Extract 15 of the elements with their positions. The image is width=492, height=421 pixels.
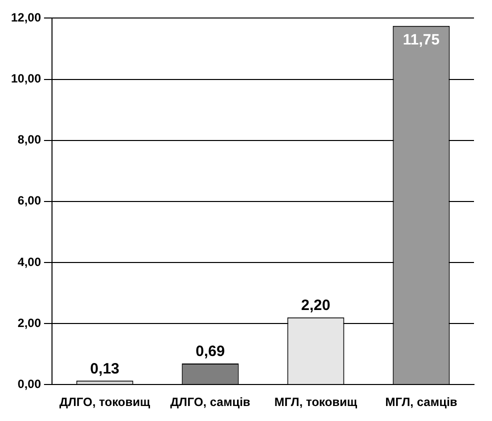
x-tick-label: МГЛ, токовищ xyxy=(274,395,358,410)
y-tick-label: 6,00 xyxy=(18,194,42,208)
y-tick-label: 0,00 xyxy=(18,376,42,391)
x-tick-label: ДЛГО, токовищ xyxy=(59,395,152,410)
data-label: 0,13 xyxy=(90,360,120,378)
y-tick-label: 8,00 xyxy=(18,132,42,147)
x-tick-label: МГЛ, самців xyxy=(385,395,458,410)
y-tick-label: 10,00 xyxy=(11,72,42,86)
y-tick-label: 4,00 xyxy=(18,254,42,269)
data-label: 11,75 xyxy=(402,31,440,48)
y-tick-label: 2,00 xyxy=(18,316,42,330)
y-tick-label: 12,00 xyxy=(11,10,42,25)
data-label: 0,69 xyxy=(196,343,225,360)
data-label: 2,20 xyxy=(301,297,330,314)
x-tick-label: ДЛГО, самців xyxy=(170,395,250,410)
